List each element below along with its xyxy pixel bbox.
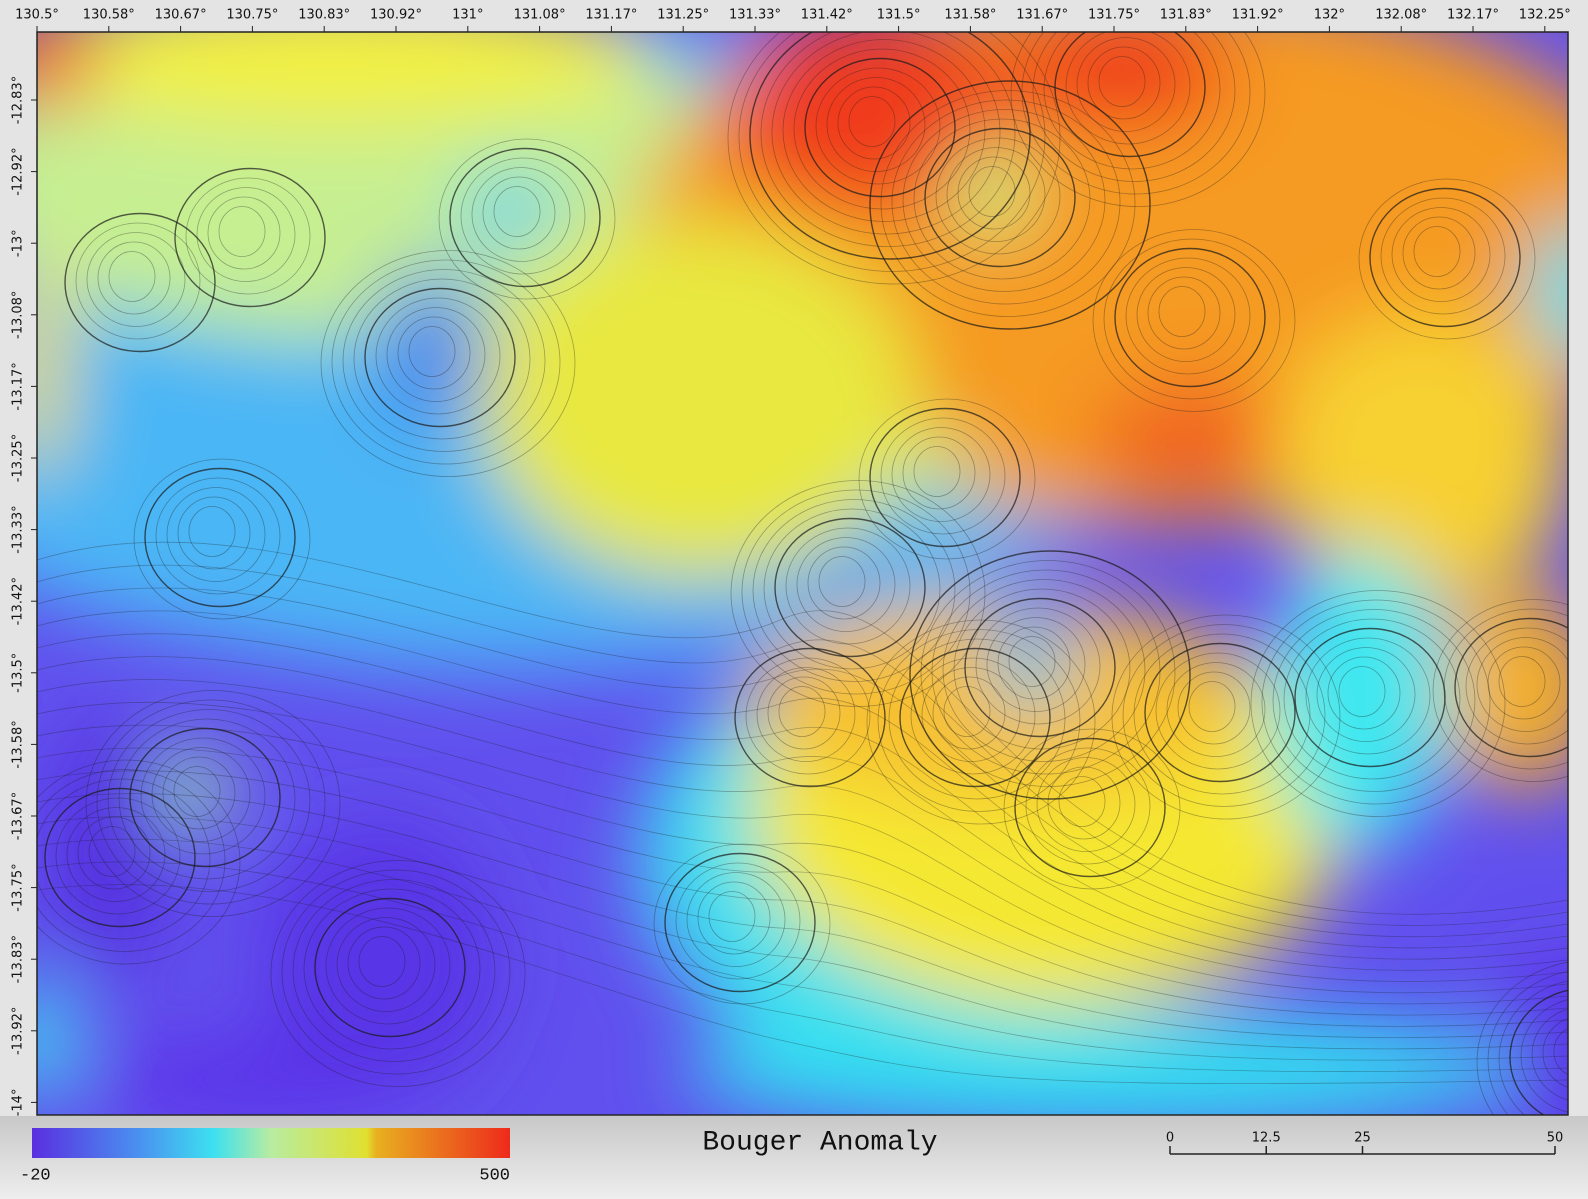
lon-tick-label: 131.33° bbox=[729, 8, 781, 23]
lon-tick-label: 131° bbox=[452, 8, 483, 23]
page-body: -20 500 Bouger Anomaly 0 12.5 25 50 130.5° 1… bbox=[0, 0, 1588, 1199]
lon-tick-label: 130.58° bbox=[83, 8, 135, 23]
anomaly-blob bbox=[90, 1040, 410, 1120]
lon-tick-label: 131.25° bbox=[657, 8, 709, 23]
lon-tick-label: 131.92° bbox=[1232, 8, 1284, 23]
lat-tick-label: -13.92° bbox=[11, 1007, 26, 1055]
lon-tick-label: 131.83° bbox=[1160, 8, 1212, 23]
lon-tick-label: 132.25° bbox=[1519, 8, 1571, 23]
anomaly-blob bbox=[1270, 310, 1570, 610]
lon-tick-label: 132° bbox=[1314, 8, 1345, 23]
lat-tick-label: -14° bbox=[11, 1089, 26, 1117]
page: {"map": { "lon_ticks": ["130.5°","130.58… bbox=[0, 0, 1588, 1199]
lon-tick-label: 130.83° bbox=[298, 8, 350, 23]
lon-tick-label: 130.5° bbox=[15, 8, 59, 23]
lon-tick-label: 130.67° bbox=[155, 8, 207, 23]
lat-tick-label: -13.08° bbox=[11, 291, 26, 339]
scale-label: 0 bbox=[1166, 1131, 1174, 1146]
lat-tick-label: -13.25° bbox=[11, 434, 26, 482]
anomaly-blob bbox=[990, 610, 1070, 710]
lon-tick-label: 131.5° bbox=[877, 8, 921, 23]
lon-tick-label: 131.17° bbox=[585, 8, 637, 23]
lon-tick-label: 131.75° bbox=[1088, 8, 1140, 23]
lat-tick-label: -13.17° bbox=[11, 362, 26, 410]
lat-tick-label: -12.83° bbox=[11, 76, 26, 124]
anomaly-blob bbox=[1270, 550, 1450, 850]
anomaly-blob bbox=[680, 1010, 1520, 1130]
anomaly-blob bbox=[480, 220, 920, 580]
color-max-label: 500 bbox=[479, 1166, 510, 1185]
lon-tick-label: 132.17° bbox=[1447, 8, 1499, 23]
anomaly-blob bbox=[790, 540, 890, 620]
lon-tick-label: 131.42° bbox=[801, 8, 853, 23]
scale-label: 25 bbox=[1354, 1131, 1371, 1146]
lat-tick-label: -13.5° bbox=[11, 653, 26, 693]
lat-tick-label: -13.67° bbox=[11, 792, 26, 840]
map-figure: -20 500 Bouger Anomaly 0 12.5 25 50 130.5° 1… bbox=[0, 0, 1588, 1199]
lon-tick-label: 131.08° bbox=[514, 8, 566, 23]
color-bar bbox=[32, 1128, 510, 1158]
scale-label: 12.5 bbox=[1252, 1131, 1281, 1146]
color-min-label: -20 bbox=[20, 1166, 51, 1185]
lat-tick-label: -13.33° bbox=[11, 505, 26, 553]
lon-tick-label: 130.75° bbox=[226, 8, 278, 23]
lat-tick-label: -13.58° bbox=[11, 720, 26, 768]
lon-tick-label: 131.58° bbox=[944, 8, 996, 23]
lon-tick-label: 131.67° bbox=[1016, 8, 1068, 23]
map-field bbox=[0, 0, 1588, 1164]
scale-label: 50 bbox=[1547, 1131, 1564, 1146]
lat-tick-label: -12.92° bbox=[11, 147, 26, 195]
lon-tick-label: 130.92° bbox=[370, 8, 422, 23]
lon-tick-label: 132.08° bbox=[1375, 8, 1427, 23]
legend-title: Bouger Anomaly bbox=[702, 1127, 937, 1158]
lat-tick-label: -13.75° bbox=[11, 863, 26, 911]
lat-tick-label: -13.42° bbox=[11, 577, 26, 625]
lat-tick-label: -13° bbox=[11, 229, 26, 257]
anomaly-blob bbox=[1010, 10, 1230, 130]
lat-tick-label: -13.83° bbox=[11, 935, 26, 983]
